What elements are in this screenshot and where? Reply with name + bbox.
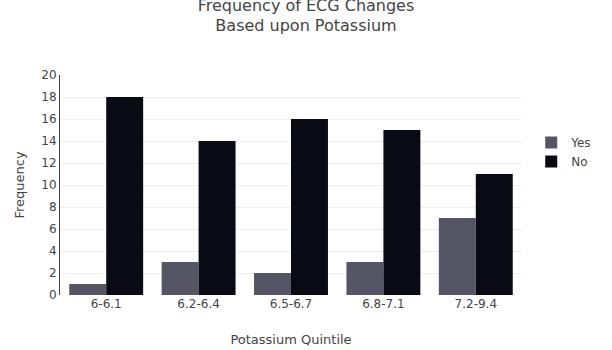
svg-text:6: 6 <box>49 222 57 236</box>
svg-text:Potassium Quintile: Potassium Quintile <box>230 332 351 347</box>
svg-text:Frequency of ECG ChangesBased: Frequency of ECG ChangesBased upon Potas… <box>198 0 415 35</box>
svg-text:18: 18 <box>41 90 56 104</box>
svg-text:16: 16 <box>41 112 56 126</box>
svg-text:20: 20 <box>41 68 56 82</box>
svg-text:14: 14 <box>41 134 56 148</box>
svg-text:Frequency: Frequency <box>12 151 27 218</box>
svg-text:10: 10 <box>41 178 56 192</box>
svg-text:Yes: Yes <box>570 136 590 150</box>
svg-text:6-6.1: 6-6.1 <box>91 297 122 311</box>
svg-text:6.5-6.7: 6.5-6.7 <box>270 297 313 311</box>
svg-text:6.8-7.1: 6.8-7.1 <box>362 297 405 311</box>
svg-text:2: 2 <box>49 266 57 280</box>
svg-text:8: 8 <box>49 200 57 214</box>
svg-text:0: 0 <box>49 288 57 302</box>
svg-text:6.2-6.4: 6.2-6.4 <box>177 297 220 311</box>
svg-text:12: 12 <box>41 156 56 170</box>
svg-text:No: No <box>571 155 587 169</box>
svg-text:4: 4 <box>49 244 57 258</box>
svg-text:7.2-9.4: 7.2-9.4 <box>455 297 498 311</box>
